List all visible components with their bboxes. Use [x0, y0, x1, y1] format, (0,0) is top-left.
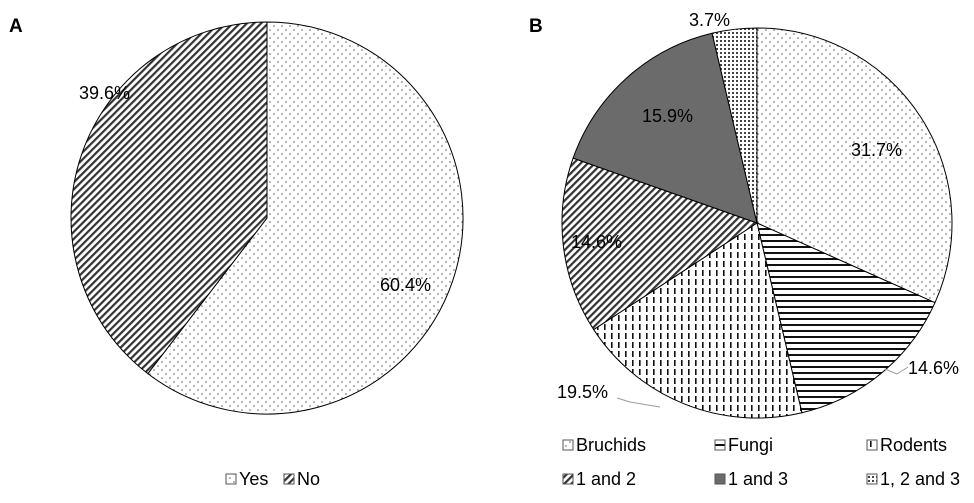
pie-b-data-label-1-and-2: 14.6% [571, 232, 622, 252]
pie-b-slice-bruchids [756, 27, 953, 304]
legend-b-label-fungi: Fungi [728, 435, 773, 455]
legend-b-swatch-1-and-3 [714, 473, 726, 485]
legend-b: Bruchids Fungi Rodents 1 and 2 1 and 3 1, 2 a… [562, 435, 960, 489]
pie-b-leader-rodents [616, 397, 661, 408]
pie-a-slice-yes [147, 21, 464, 415]
pie-b-data-label-1-and-3: 15.9% [642, 106, 693, 126]
pie-b-slice-1-and-3 [572, 32, 758, 224]
pie-chart-b: 31.7% 14.6% 19.5% 14.6% 15.9% 3.7% [557, 10, 959, 419]
pie-a-data-label-yes: 60.4% [380, 275, 431, 295]
pie-b-slice-fungi [756, 222, 936, 414]
legend-a: Yes No [225, 469, 320, 489]
pie-b-data-label-rodents: 19.5% [557, 382, 608, 402]
pie-b-slice-1-2-and-3 [711, 27, 758, 224]
legend-a-swatch-yes [225, 473, 237, 485]
pie-b-data-label-fungi: 14.6% [908, 358, 959, 378]
legend-b-swatch-1-and-2 [562, 473, 574, 485]
legend-b-label-1-and-2: 1 and 2 [576, 469, 636, 489]
panel-b-label: B [529, 16, 543, 37]
legend-b-label-1-and-3: 1 and 3 [728, 469, 788, 489]
legend-b-swatch-rodents [866, 439, 878, 451]
pie-b-slice-1-and-2 [561, 157, 759, 331]
pie-chart-a: 60.4% 39.6% [70, 21, 464, 415]
legend-b-label-bruchids: Bruchids [576, 435, 646, 455]
legend-b-label-rodents: Rodents [880, 435, 947, 455]
pie-b-slice-rodents [592, 222, 803, 419]
panel-a-label: A [9, 16, 23, 37]
legend-b-swatch-bruchids [562, 439, 574, 451]
legend-a-label-no: No [297, 469, 320, 489]
legend-a-swatch-no [283, 473, 295, 485]
pie-b-data-label-1-2-and-3: 3.7% [689, 10, 730, 30]
pie-b-data-label-bruchids: 31.7% [851, 140, 902, 160]
pie-b-leader-fungi [884, 366, 909, 375]
legend-b-swatch-1-2-and-3 [866, 473, 878, 485]
pie-a-data-label-no: 39.6% [79, 83, 130, 103]
legend-b-swatch-fungi [714, 439, 726, 451]
pie-a-slice-no [70, 21, 268, 375]
legend-a-label-yes: Yes [239, 469, 268, 489]
legend-b-label-1-2-and-3: 1, 2 and 3 [880, 469, 960, 489]
